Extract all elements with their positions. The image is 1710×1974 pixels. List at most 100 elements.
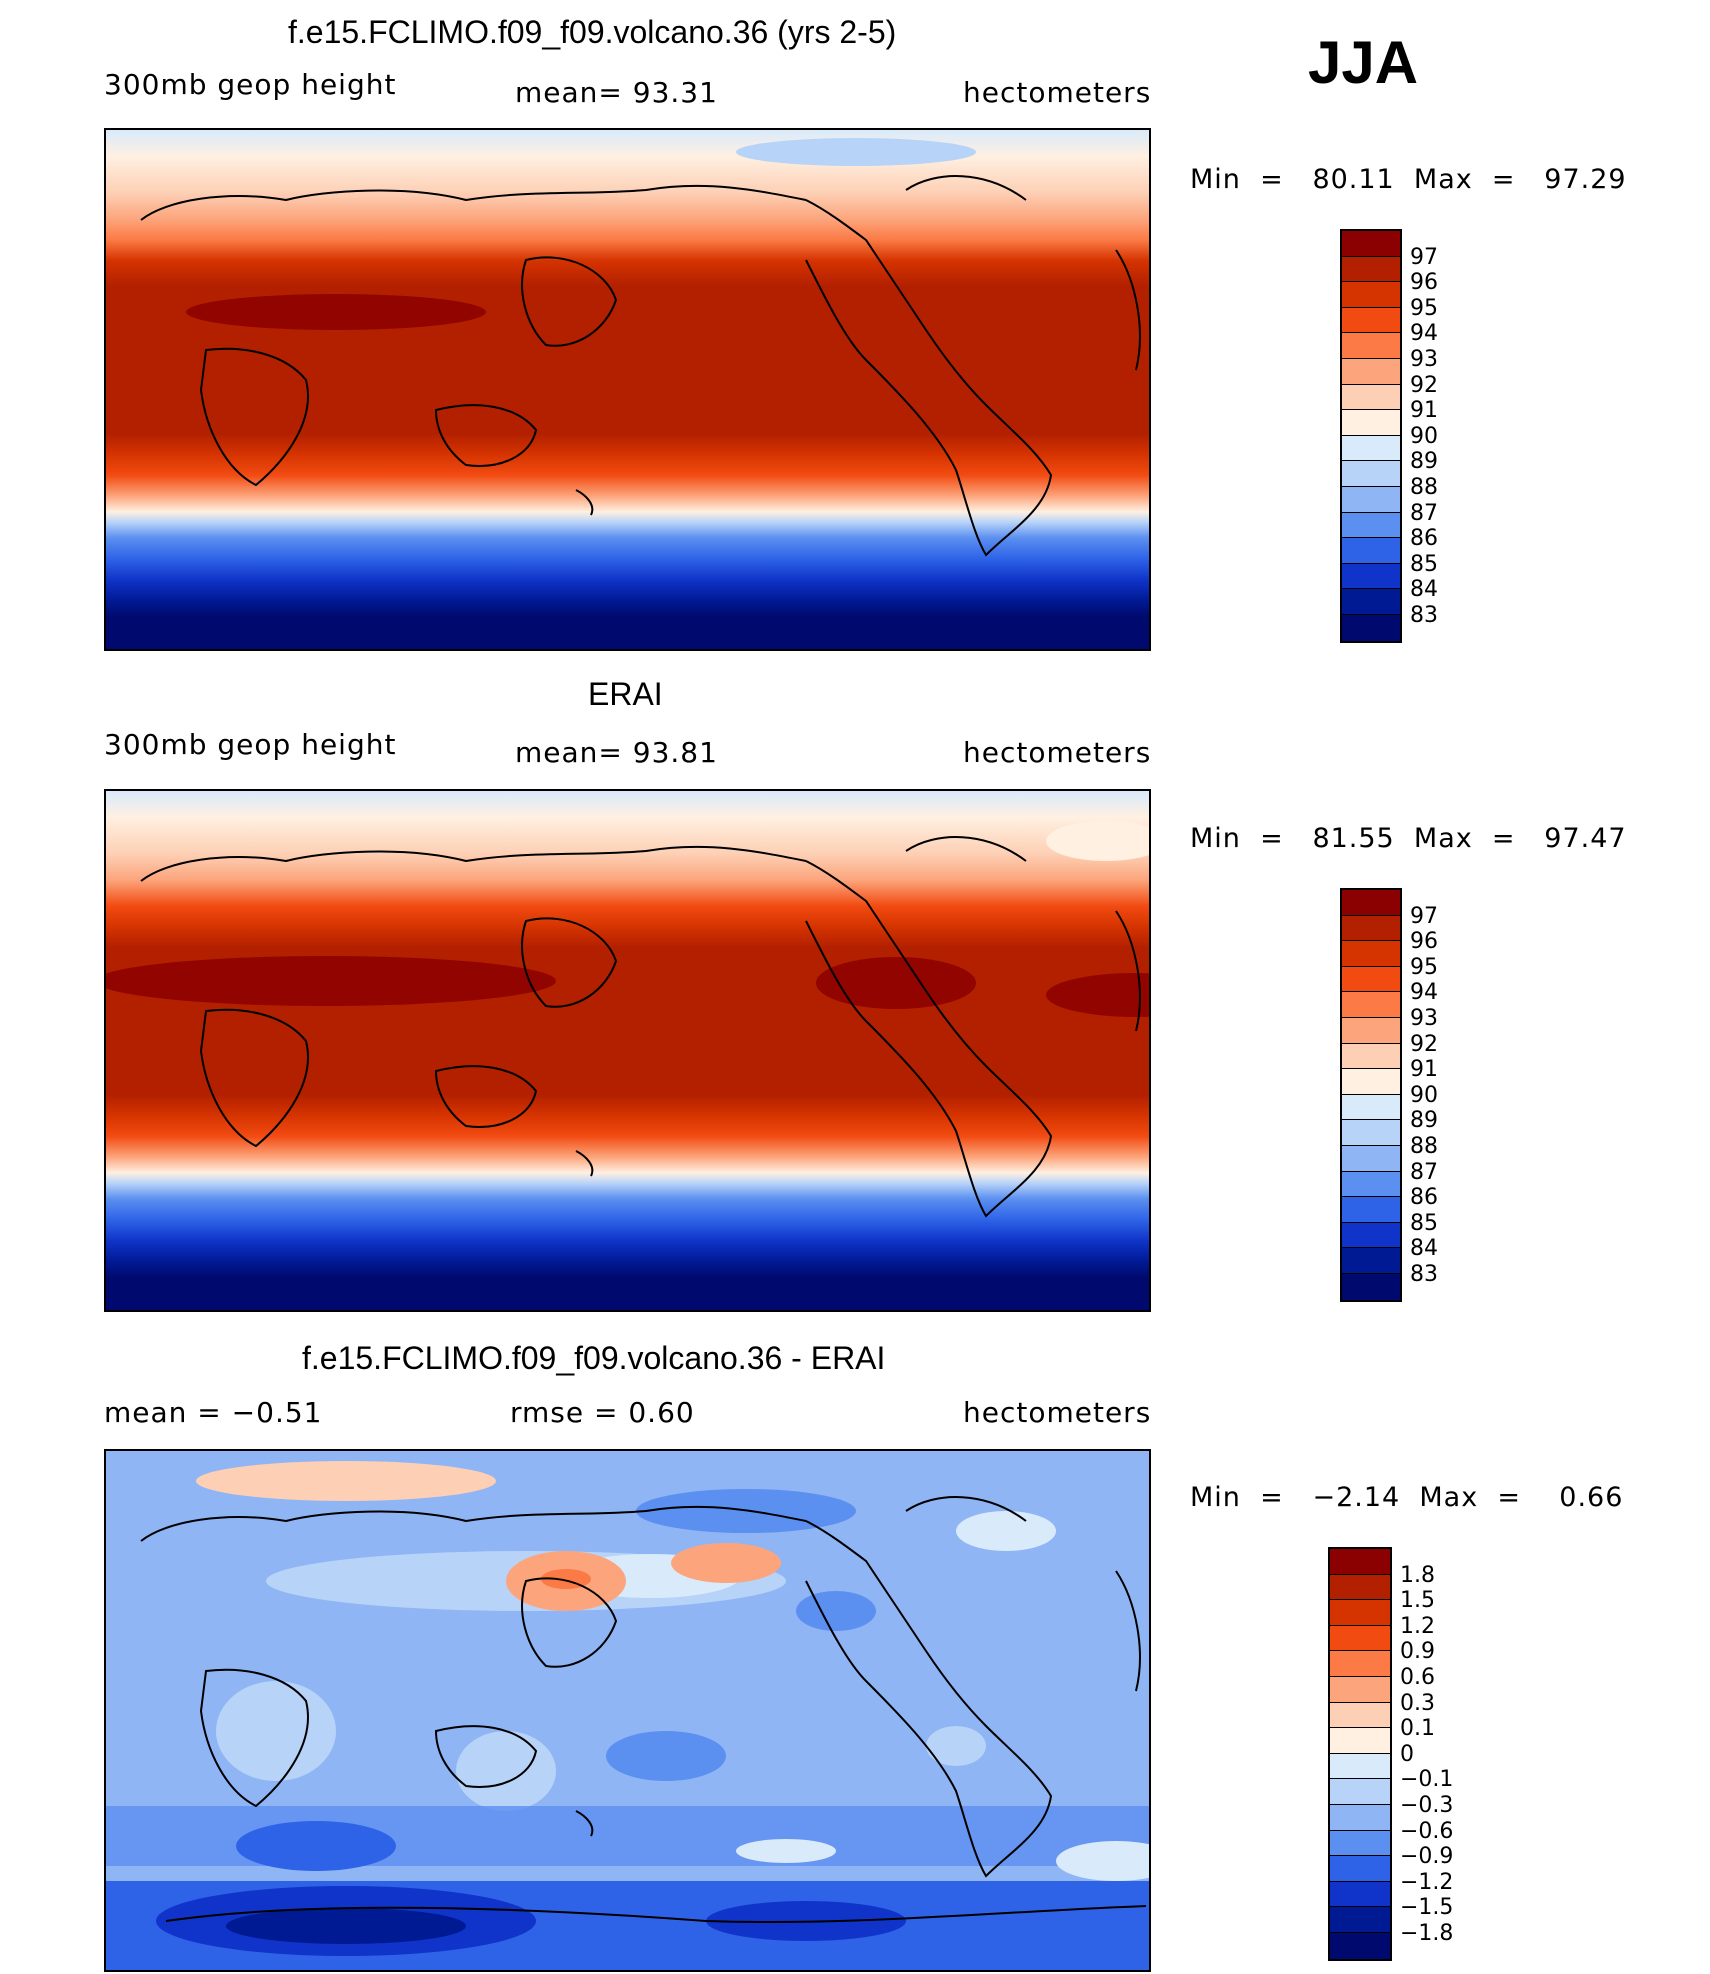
colorbar-label: 94: [1410, 321, 1438, 347]
panel3-rmse-label: rmse = 0.60: [510, 1396, 695, 1429]
colorbar-swatch: [1330, 1676, 1390, 1703]
colorbar-swatch: [1342, 1094, 1400, 1121]
colorbar-label: −0.3: [1400, 1793, 1454, 1818]
colorbar-swatch: [1342, 486, 1400, 513]
colorbar-swatch: [1330, 1881, 1390, 1908]
colorbar-label: 84: [1410, 577, 1438, 603]
colorbar-label: −1.8: [1400, 1921, 1454, 1946]
colorbar-label: 90: [1410, 1082, 1438, 1108]
colorbar-swatch: [1330, 1830, 1390, 1857]
colorbar-label: 0.9: [1400, 1639, 1435, 1665]
colorbar-swatch: [1342, 282, 1400, 308]
colorbar-label: 83: [1410, 1262, 1438, 1287]
colorbar-swatch: [1342, 231, 1400, 257]
colorbar-label: 92: [1410, 1031, 1438, 1057]
colorbar-swatch: [1342, 358, 1400, 385]
colorbar-swatch: [1342, 1145, 1400, 1172]
colorbar-swatch: [1342, 941, 1400, 967]
colorbar-label: −1.5: [1400, 1895, 1454, 1921]
map-panel-difference: [104, 1449, 1151, 1972]
colorbar-swatch: [1342, 589, 1400, 615]
colorbar-swatch: [1342, 333, 1400, 359]
colorbar-label: 85: [1410, 1210, 1438, 1236]
colorbar-swatch: [1330, 1932, 1390, 1959]
colorbar-label: 93: [1410, 1006, 1438, 1031]
colorbar-swatch: [1342, 1017, 1400, 1044]
colorbar-swatch: [1330, 1753, 1390, 1780]
colorbar-swatch: [1342, 1197, 1400, 1223]
map-panel-erai: [104, 789, 1151, 1312]
colorbar-swatch: [1342, 890, 1400, 916]
panel2-variable-label: 300mb geop height: [104, 728, 397, 761]
colorbar-swatch: [1342, 435, 1400, 462]
colorbar-label: −1.2: [1400, 1869, 1454, 1895]
panel2-minmax: Min = 81.55 Max = 97.47: [1190, 823, 1627, 854]
colorbar-label: 97: [1410, 903, 1438, 929]
colorbar-label: 1.5: [1400, 1588, 1435, 1614]
colorbar-label: 83: [1410, 603, 1438, 628]
colorbar-label: 86: [1410, 526, 1438, 552]
colorbar-swatch: [1342, 307, 1400, 334]
colorbar-label: 92: [1410, 372, 1438, 398]
colorbar-swatch: [1330, 1549, 1390, 1575]
colorbar-swatch: [1342, 512, 1400, 539]
colorbar-swatch: [1342, 563, 1400, 590]
colorbar-swatch: [1330, 1779, 1390, 1805]
colorbar-swatches: [1328, 1547, 1392, 1961]
colorbar-label: 85: [1410, 551, 1438, 577]
colorbar-swatch: [1342, 384, 1400, 411]
colorbar-swatch: [1342, 538, 1400, 564]
colorbar-swatch: [1342, 461, 1400, 487]
colorbar-swatch: [1342, 1043, 1400, 1070]
colorbar-label: 93: [1410, 347, 1438, 372]
colorbar-label: 88: [1410, 1134, 1438, 1159]
colorbar-swatch: [1342, 992, 1400, 1018]
panel2-units-label: hectometers: [963, 736, 1152, 769]
panel3-minmax: Min = −2.14 Max = 0.66: [1190, 1482, 1624, 1513]
colorbar-swatch: [1330, 1804, 1390, 1831]
colorbar-label: 84: [1410, 1236, 1438, 1262]
panel1-title: f.e15.FCLIMO.f09_f09.volcano.36 (yrs 2-5…: [288, 14, 897, 50]
colorbar-swatch: [1330, 1728, 1390, 1754]
colorbar-label: 0.6: [1400, 1665, 1435, 1690]
colorbar-swatch: [1342, 256, 1400, 283]
panel1-minmax: Min = 80.11 Max = 97.29: [1190, 164, 1627, 195]
colorbar-swatch: [1342, 966, 1400, 993]
colorbar-swatch: [1342, 410, 1400, 436]
colorbar-label: 89: [1410, 449, 1438, 475]
colorbar-label: 0.1: [1400, 1716, 1435, 1742]
colorbar-swatch: [1342, 1248, 1400, 1274]
colorbar-label: −0.9: [1400, 1844, 1454, 1870]
colorbar-label: 87: [1410, 1159, 1438, 1185]
panel3-mean-label: mean = −0.51: [104, 1396, 323, 1429]
colorbar-swatch: [1342, 614, 1400, 641]
colorbar-label: 0: [1400, 1741, 1414, 1767]
colorbar-label: 86: [1410, 1185, 1438, 1211]
colorbar-swatch: [1342, 1171, 1400, 1198]
colorbar-swatch: [1330, 1600, 1390, 1626]
colorbar-swatch: [1330, 1651, 1390, 1677]
colorbar-label: 96: [1410, 929, 1438, 955]
colorbar-swatch: [1330, 1702, 1390, 1729]
panel1-variable-label: 300mb geop height: [104, 68, 397, 101]
colorbar-label: 96: [1410, 270, 1438, 296]
colorbar-label: 95: [1410, 295, 1438, 321]
colorbar-label: 91: [1410, 398, 1438, 424]
panel3-units-label: hectometers: [963, 1396, 1152, 1429]
panel3-title: f.e15.FCLIMO.f09_f09.volcano.36 - ERAI: [302, 1340, 886, 1376]
colorbar-swatch: [1342, 1273, 1400, 1300]
panel2-mean-label: mean= 93.81: [515, 736, 718, 769]
colorbar-swatch: [1330, 1907, 1390, 1933]
colorbar-swatches: [1340, 229, 1402, 643]
panel1-mean-label: mean= 93.31: [515, 76, 718, 109]
colorbar-label: 1.2: [1400, 1613, 1435, 1639]
colorbar-swatch: [1342, 915, 1400, 942]
colorbar-label: 94: [1410, 980, 1438, 1006]
colorbar-label: 97: [1410, 244, 1438, 270]
colorbar-label: 89: [1410, 1108, 1438, 1134]
panel2-title: ERAI: [588, 676, 663, 712]
colorbar-swatch: [1342, 1120, 1400, 1146]
map-panel-model: [104, 128, 1151, 651]
colorbar-swatch: [1330, 1625, 1390, 1652]
colorbar-label: −0.1: [1400, 1767, 1454, 1793]
